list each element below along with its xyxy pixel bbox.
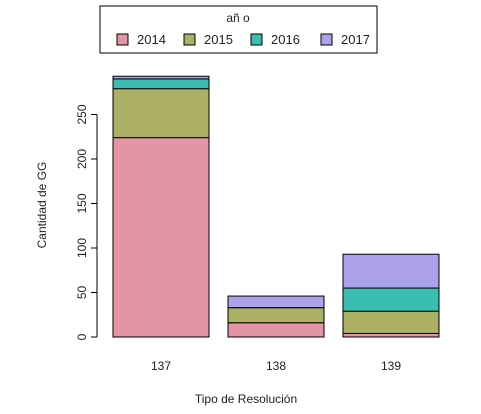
y-axis-label: Cantidad de GG (35, 162, 49, 249)
legend-swatch-2015 (183, 33, 196, 46)
y-tick-label: 250 (75, 104, 89, 124)
legend-title: añ o (226, 11, 250, 25)
legend-items: 2014 2015 2016 2017 (116, 32, 370, 47)
bars (112, 75, 440, 338)
y-tick-label: 200 (75, 149, 89, 169)
bar-segment-139-2016 (342, 287, 440, 312)
bar-segment-138-2015 (227, 307, 325, 324)
x-tick-labels: 137 138 139 (151, 359, 401, 373)
legend: añ o 2014 2015 2016 2017 (99, 5, 378, 54)
y-tick-label: 150 (75, 193, 89, 213)
legend-swatch-2014 (116, 33, 129, 46)
legend-swatch-2016 (250, 33, 263, 46)
x-tick-label: 138 (266, 359, 286, 373)
bar-segment-139-2014 (342, 332, 440, 338)
y-tick-label: 0 (75, 333, 89, 340)
bar-segment-139-2017 (342, 253, 440, 289)
legend-swatch-2017 (320, 33, 333, 46)
legend-label-2017: 2017 (341, 32, 370, 47)
y-tick-label: 100 (75, 238, 89, 258)
x-tick-label: 139 (381, 359, 401, 373)
bar-segment-139-2015 (342, 310, 440, 334)
x-axis-label: Tipo de Resolución (195, 392, 297, 406)
legend-label-2014: 2014 (137, 32, 166, 47)
legend-label-2015: 2015 (204, 32, 233, 47)
bar-segment-137-2017 (112, 75, 210, 80)
x-tick-label: 137 (151, 359, 171, 373)
y-tick-label: 50 (75, 286, 89, 300)
bar-segment-137-2014 (112, 137, 210, 338)
bar-segment-138-2017 (227, 295, 325, 309)
legend-label-2016: 2016 (271, 32, 300, 47)
bar-segment-138-2014 (227, 322, 325, 338)
bar-segment-137-2016 (112, 78, 210, 90)
y-axis: 0 50 100 150 200 250 (75, 104, 98, 340)
bar-segment-137-2015 (112, 88, 210, 139)
